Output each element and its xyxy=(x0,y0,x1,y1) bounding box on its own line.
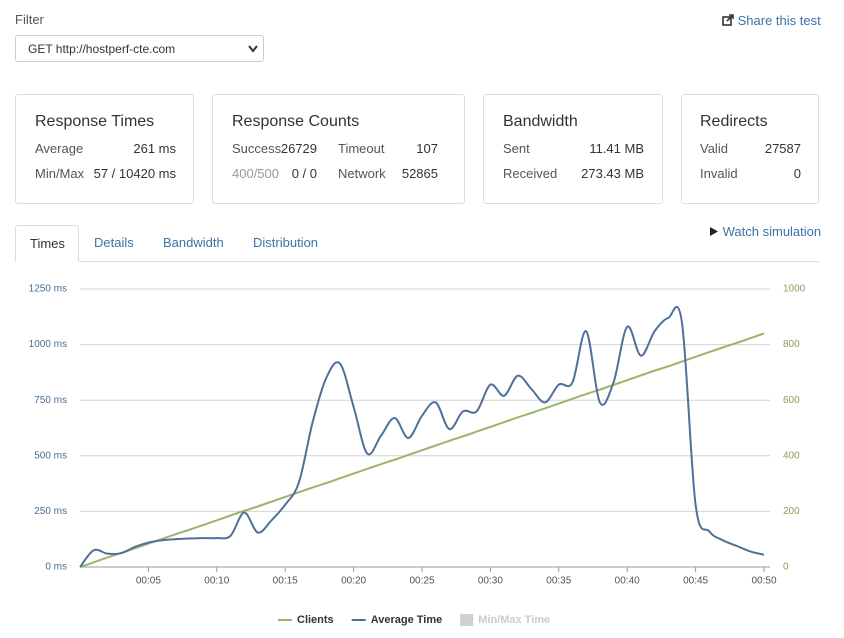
stat-value: 273.43 MB xyxy=(581,166,644,181)
card-title: Response Times xyxy=(35,113,155,130)
stat-label: Average xyxy=(35,141,84,156)
stat-card: Bandwidth Sent 11.41 MB Received 273.43 MB xyxy=(483,94,663,204)
tab-border xyxy=(15,261,819,262)
stat-card: Response Times Average 261 ms Min/Max 57 / 1… xyxy=(15,94,194,204)
x-tick-label: 00:20 xyxy=(341,576,366,587)
stat-label: Network xyxy=(338,166,386,181)
watch-link[interactable]: Watch simulation xyxy=(709,224,821,239)
stat-label: Success xyxy=(232,141,282,156)
x-tick-label: 00:30 xyxy=(478,576,503,587)
play-icon xyxy=(710,227,718,236)
x-tick-label: 00:25 xyxy=(409,576,434,587)
x-tick-label: 00:05 xyxy=(136,576,161,587)
stat-label: Min/Max xyxy=(35,166,85,181)
stat-value: 107 xyxy=(416,141,438,156)
tab[interactable]: Bandwidth xyxy=(163,235,224,250)
stat-value: 0 / 0 xyxy=(291,166,317,181)
filter-value: GET http://hostperf-cte.com xyxy=(28,42,176,56)
filter-label: Filter xyxy=(15,12,44,27)
series-line xyxy=(79,305,765,568)
share-link[interactable]: Share this test xyxy=(722,13,821,28)
legend-label: Clients xyxy=(297,614,334,626)
x-tick-label: 00:10 xyxy=(204,576,229,587)
stat-label: Timeout xyxy=(338,141,385,156)
stat-value: 52865 xyxy=(401,166,438,181)
legend-label: Min/Max Time xyxy=(478,614,550,626)
dropdown-arrow xyxy=(248,45,258,53)
card-title: Redirects xyxy=(700,113,768,130)
stat-value: 26729 xyxy=(280,141,317,156)
stat-value: 11.41 MB xyxy=(589,141,644,156)
y-tick-label: 1250 ms xyxy=(29,284,67,295)
y2-tick-label: 0 xyxy=(783,562,789,573)
y-tick-label: 250 ms xyxy=(34,506,67,517)
y2-tick-label: 800 xyxy=(783,339,800,350)
y-tick-label: 750 ms xyxy=(34,395,67,406)
stat-value: 57 / 10420 ms xyxy=(93,166,176,181)
stat-label: Invalid xyxy=(700,166,738,181)
y2-tick-label: 1000 xyxy=(783,284,806,295)
filter-select[interactable]: GET http://hostperf-cte.com xyxy=(15,35,264,62)
x-tick-label: 00:15 xyxy=(273,576,298,587)
stat-label: 400/500 xyxy=(232,166,279,181)
stat-label: Sent xyxy=(503,141,530,156)
series-line xyxy=(79,332,765,568)
y2-tick-label: 200 xyxy=(783,506,800,517)
x-tick-label: 00:45 xyxy=(683,576,708,587)
tab[interactable]: Times xyxy=(15,225,79,262)
legend-swatch xyxy=(460,614,474,626)
y2-tick-label: 400 xyxy=(783,450,800,461)
watch-text: Watch simulation xyxy=(722,224,822,239)
card-title: Response Counts xyxy=(232,113,360,130)
x-tick-label: 00:50 xyxy=(751,576,776,587)
card-title: Bandwidth xyxy=(503,113,578,130)
x-tick-label: 00:40 xyxy=(615,576,640,587)
y-tick-label: 500 ms xyxy=(34,450,67,461)
stat-value: 27587 xyxy=(764,141,801,156)
tab[interactable]: Distribution xyxy=(253,235,319,250)
tab[interactable]: Details xyxy=(94,235,134,250)
y2-tick-label: 600 xyxy=(783,395,800,406)
stat-label: Received xyxy=(503,166,558,181)
y-tick-label: 1000 ms xyxy=(29,339,67,350)
share-icon xyxy=(722,14,734,26)
share-text: Share this test xyxy=(737,13,821,28)
x-tick-label: 00:35 xyxy=(546,576,571,587)
stat-card: Redirects Valid 27587 Invalid 0 xyxy=(681,94,819,204)
legend-label: Average Time xyxy=(371,614,443,626)
stat-value: 261 ms xyxy=(133,141,176,156)
y-tick-label: 0 ms xyxy=(45,562,67,573)
stat-card: Response Counts Success 26729 Timeout 107 400… xyxy=(212,94,465,204)
stat-label: Valid xyxy=(700,141,728,156)
stat-value: 0 xyxy=(793,166,801,181)
